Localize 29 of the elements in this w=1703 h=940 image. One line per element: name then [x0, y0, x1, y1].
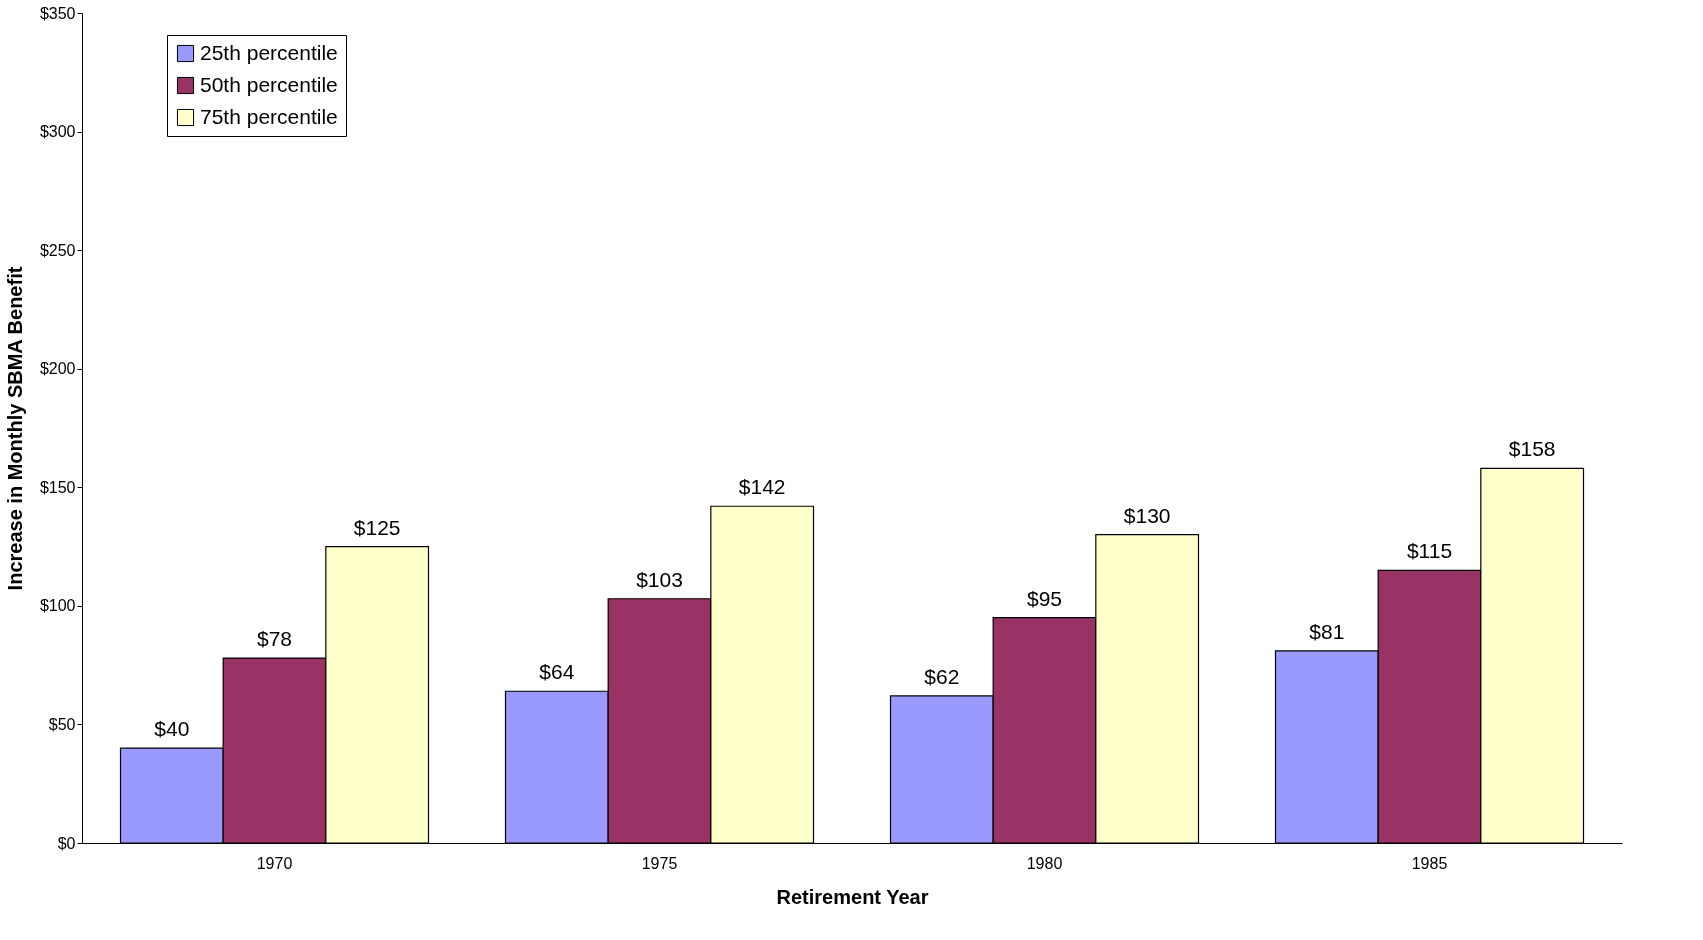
- y-tick-label: $100: [39, 597, 76, 615]
- y-tick-label: $350: [39, 4, 76, 22]
- y-tick-label: $200: [39, 360, 76, 378]
- y-tick-label: $150: [39, 478, 76, 496]
- x-tick-label: 1975: [641, 854, 678, 872]
- y-tick-label: $300: [39, 123, 76, 141]
- x-tick-label: 1970: [256, 854, 293, 872]
- data-label: $95: [1026, 586, 1063, 610]
- y-tick-label: $0: [57, 834, 76, 852]
- data-label: $62: [924, 664, 960, 688]
- data-label: $64: [539, 660, 575, 684]
- y-tick-label: $250: [39, 241, 76, 259]
- x-tick-label: 1980: [1026, 854, 1063, 872]
- data-label: $103: [636, 567, 683, 591]
- data-label: $81: [1309, 619, 1345, 643]
- x-axis-title: Retirement Year: [776, 885, 929, 908]
- data-label: $142: [738, 475, 786, 499]
- data-label: $125: [353, 515, 401, 539]
- legend-label: 25th percentile: [200, 40, 338, 64]
- data-label: $115: [1406, 539, 1453, 563]
- data-label: $130: [1123, 503, 1171, 527]
- y-tick-label: $50: [48, 715, 76, 733]
- legend-label: 75th percentile: [200, 104, 338, 128]
- data-label: $158: [1508, 437, 1556, 461]
- x-tick-label: 1985: [1411, 854, 1448, 872]
- y-axis-title: Increase in Monthly SBMA Benefit: [3, 266, 26, 591]
- data-label: $40: [154, 717, 190, 741]
- data-label: $78: [256, 627, 293, 651]
- legend-label: 50th percentile: [200, 72, 338, 96]
